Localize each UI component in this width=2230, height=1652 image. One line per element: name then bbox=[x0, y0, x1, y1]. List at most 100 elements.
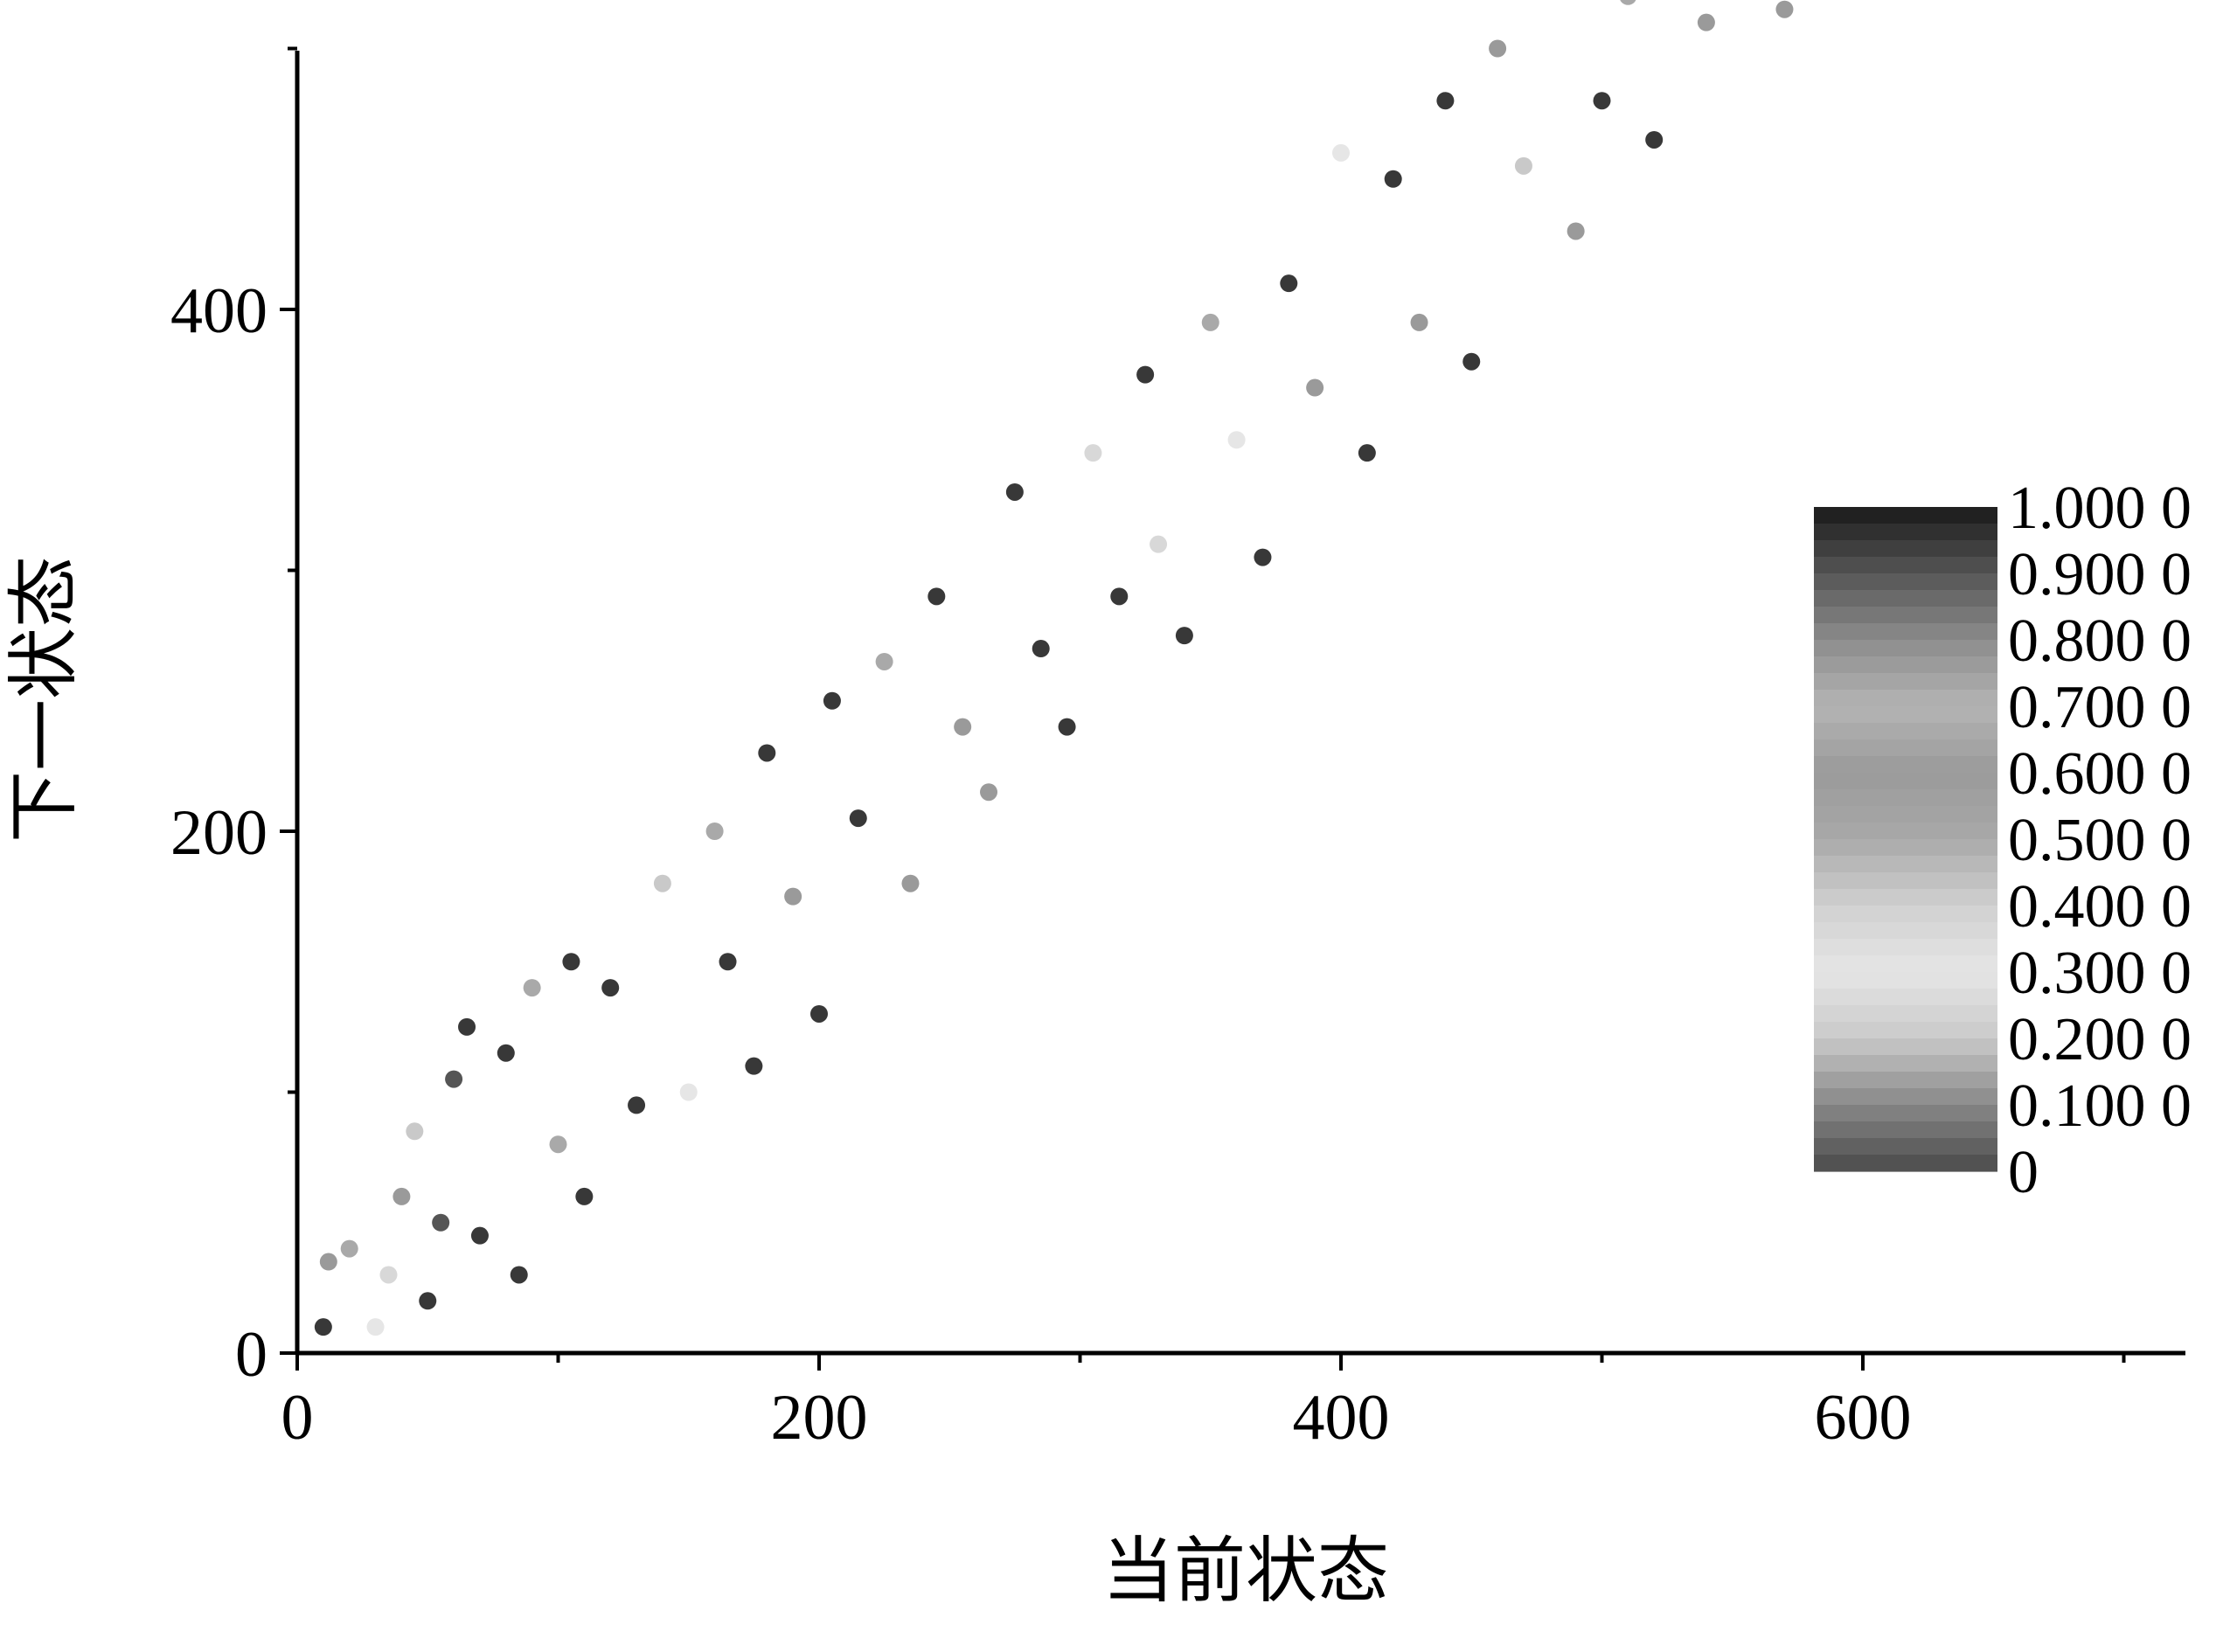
data-point bbox=[1136, 365, 1155, 384]
colorbar-tick-label: 0.200 0 bbox=[2008, 1006, 2192, 1073]
colorbar-tick-label: 0.900 0 bbox=[2008, 541, 2192, 608]
data-point bbox=[980, 783, 998, 802]
data-point bbox=[575, 1187, 594, 1205]
colorbar-band bbox=[1814, 557, 1997, 574]
data-point bbox=[1593, 92, 1611, 110]
data-point bbox=[1110, 587, 1129, 606]
colorbar-band bbox=[1814, 1088, 1997, 1106]
colorbar-band bbox=[1814, 955, 1997, 973]
data-point bbox=[1384, 170, 1402, 188]
data-point bbox=[1514, 156, 1532, 175]
colorbar-band bbox=[1814, 856, 1997, 873]
colorbar-band bbox=[1814, 623, 1997, 641]
colorbar-tick-label: 0 bbox=[2008, 1139, 2039, 1206]
colorbar-band bbox=[1814, 690, 1997, 707]
data-point bbox=[1436, 92, 1455, 110]
data-point bbox=[340, 1239, 358, 1258]
colorbar-band bbox=[1814, 906, 1997, 923]
y-tick-label: 400 bbox=[170, 275, 267, 347]
colorbar-band bbox=[1814, 872, 1997, 890]
colorbar-band bbox=[1814, 773, 1997, 790]
data-point bbox=[758, 744, 776, 762]
data-point bbox=[319, 1253, 337, 1271]
data-point bbox=[719, 953, 737, 971]
y-tick-label: 0 bbox=[235, 1319, 267, 1391]
y-tick-label: 200 bbox=[170, 797, 267, 869]
data-point bbox=[745, 1057, 763, 1075]
colorbar-band bbox=[1814, 739, 1997, 757]
data-point bbox=[406, 1122, 424, 1141]
data-point bbox=[549, 1135, 567, 1154]
data-point bbox=[1058, 718, 1076, 736]
colorbar-tick-label: 0.700 0 bbox=[2008, 674, 2192, 741]
colorbar-band bbox=[1814, 540, 1997, 558]
colorbar-band bbox=[1814, 1105, 1997, 1122]
colorbar-tick-label: 0.800 0 bbox=[2008, 607, 2192, 675]
colorbar-band bbox=[1814, 607, 1997, 624]
colorbar-band bbox=[1814, 673, 1997, 691]
data-point bbox=[366, 1318, 385, 1336]
data-point bbox=[1032, 640, 1050, 658]
data-point bbox=[784, 887, 802, 906]
colorbar-band bbox=[1814, 524, 1997, 541]
data-point bbox=[497, 1044, 515, 1062]
data-point bbox=[927, 587, 946, 606]
colorbar-band bbox=[1814, 590, 1997, 607]
data-point bbox=[1489, 39, 1507, 58]
y-axis-title: 下一状态 bbox=[4, 556, 84, 843]
colorbar-tick-label: 0.300 0 bbox=[2008, 940, 2192, 1007]
data-point bbox=[1332, 143, 1350, 162]
data-point bbox=[393, 1187, 411, 1205]
colorbar: 00.100 00.200 00.300 00.400 00.500 00.60… bbox=[1814, 475, 2192, 1206]
colorbar-tick-label: 0.400 0 bbox=[2008, 873, 2192, 941]
data-point bbox=[562, 953, 580, 971]
data-point bbox=[1005, 482, 1024, 501]
data-point bbox=[653, 874, 671, 892]
colorbar-band bbox=[1814, 922, 1997, 940]
x-axis-title: 当前状态 bbox=[1102, 1531, 1389, 1611]
colorbar-band bbox=[1814, 573, 1997, 591]
data-point bbox=[1697, 13, 1715, 31]
data-point bbox=[679, 1083, 698, 1101]
x-tick-label: 200 bbox=[771, 1382, 868, 1454]
data-point bbox=[458, 1017, 476, 1036]
colorbar-band bbox=[1814, 972, 1997, 989]
colorbar-tick-label: 0.500 0 bbox=[2008, 807, 2192, 874]
data-point bbox=[1358, 444, 1376, 462]
colorbar-band bbox=[1814, 789, 1997, 807]
colorbar-band bbox=[1814, 723, 1997, 740]
colorbar-band bbox=[1814, 1155, 1997, 1172]
data-point bbox=[470, 1226, 489, 1245]
colorbar-band bbox=[1814, 756, 1997, 774]
data-point bbox=[954, 718, 972, 736]
x-tick-label: 400 bbox=[1293, 1382, 1390, 1454]
x-tick-label: 600 bbox=[1815, 1382, 1912, 1454]
data-point bbox=[810, 1004, 828, 1023]
data-point bbox=[1227, 431, 1246, 449]
data-point bbox=[432, 1213, 450, 1232]
data-point bbox=[314, 1318, 332, 1336]
data-point bbox=[1567, 222, 1585, 240]
colorbar-band bbox=[1814, 989, 1997, 1006]
data-point bbox=[849, 809, 867, 828]
data-point bbox=[1175, 627, 1193, 645]
colorbar-tick-label: 0.600 0 bbox=[2008, 740, 2192, 808]
colorbar-band bbox=[1814, 823, 1997, 840]
colorbar-band bbox=[1814, 1005, 1997, 1023]
data-point bbox=[379, 1266, 398, 1284]
data-point bbox=[1201, 313, 1219, 331]
colorbar-band bbox=[1814, 889, 1997, 906]
data-point bbox=[901, 874, 920, 892]
colorbar-band bbox=[1814, 1072, 1997, 1089]
colorbar-band bbox=[1814, 939, 1997, 956]
colorbar-band bbox=[1814, 640, 1997, 657]
data-point bbox=[1645, 130, 1664, 149]
colorbar-band bbox=[1814, 839, 1997, 857]
colorbar-tick-label: 0.100 0 bbox=[2008, 1072, 2192, 1140]
data-point bbox=[875, 652, 893, 670]
colorbar-band bbox=[1814, 1121, 1997, 1139]
colorbar-band bbox=[1814, 1022, 1997, 1039]
axes bbox=[295, 51, 2185, 1356]
